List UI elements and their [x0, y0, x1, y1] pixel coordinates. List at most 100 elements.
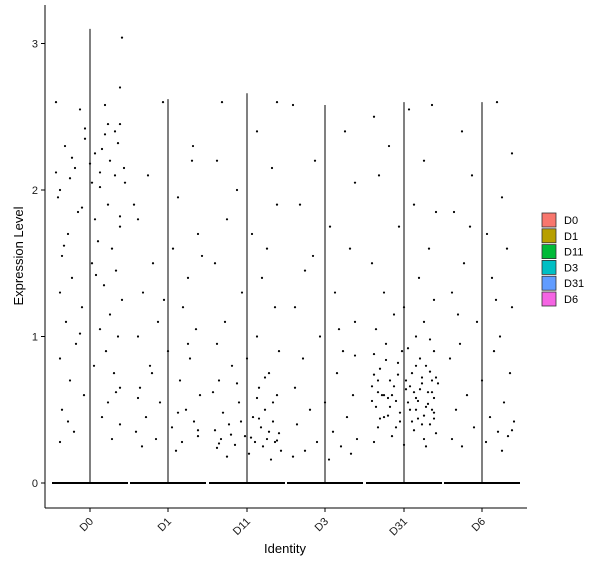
point-D0-29 [58, 291, 62, 294]
point-D6-13 [498, 335, 502, 338]
point-D0-35 [116, 335, 120, 338]
point-D1-10 [181, 306, 185, 309]
point-D11-35 [253, 440, 257, 444]
point-D0-24 [60, 254, 64, 258]
point-D11-33 [265, 437, 269, 441]
point-D6-8 [462, 262, 466, 265]
point-D11-23 [237, 401, 241, 404]
point-D11-18 [230, 364, 234, 367]
point-D11-22 [275, 394, 279, 397]
point-D0-45 [60, 408, 64, 411]
point-D31-20 [384, 342, 388, 345]
point-D0-13 [100, 147, 104, 151]
point-D31-7 [434, 210, 438, 214]
x-ticks: D0 D1 D11 D3 D31 D6 [78, 508, 488, 538]
point-D31-17 [374, 328, 378, 331]
point-D1-24 [170, 426, 174, 429]
point-D1-11 [156, 320, 160, 323]
point-D6-26 [450, 437, 454, 441]
point-D1-28 [180, 440, 184, 444]
point-D11-10 [260, 276, 264, 279]
point-D11-19 [267, 372, 271, 375]
point-D3-0 [291, 103, 295, 107]
point-D31-28 [410, 372, 414, 375]
point-D1-0 [161, 101, 165, 104]
point-D0-31 [80, 306, 84, 309]
point-D31-30 [388, 379, 392, 382]
legend-label-D31: D31 [564, 278, 584, 290]
point-D3-4 [298, 203, 302, 206]
point-D31-9 [427, 247, 431, 250]
point-D31-36 [414, 396, 418, 400]
point-D11-29 [259, 426, 263, 429]
point-D0-23 [110, 247, 114, 250]
x-tick-label-D1: D1 [156, 516, 174, 534]
point-D11-32 [243, 435, 247, 438]
point-D11-48 [267, 430, 271, 433]
point-D6-30 [500, 449, 504, 452]
point-D6-15 [492, 350, 496, 353]
point-D1-1 [191, 144, 195, 148]
point-D31-82 [408, 385, 412, 388]
point-D3-23 [315, 440, 319, 444]
point-D31-57 [406, 401, 410, 404]
point-D3-3 [353, 181, 357, 184]
point-D6-2 [510, 152, 514, 155]
point-D1-25 [134, 430, 138, 433]
point-D11-8 [265, 247, 269, 250]
point-D31-75 [378, 417, 382, 420]
point-D31-41 [432, 411, 436, 414]
point-D1-18 [138, 386, 142, 389]
point-D0-16 [56, 196, 60, 199]
legend-label-D1: D1 [564, 231, 578, 243]
point-D1-12 [194, 328, 198, 331]
point-D6-16 [448, 357, 452, 360]
point-D11-6 [225, 218, 229, 221]
point-D31-23 [372, 352, 376, 356]
legend-key-D11 [541, 244, 557, 260]
point-D31-8 [397, 225, 401, 228]
point-D11-15 [215, 342, 219, 345]
point-D31-59 [382, 415, 386, 419]
point-D1-34 [162, 298, 166, 301]
point-D11-0 [220, 101, 224, 104]
point-D11-44 [275, 101, 279, 104]
legend-label-D11: D11 [564, 247, 583, 259]
point-D31-64 [410, 420, 414, 423]
x-tick-label-D0: D0 [78, 516, 96, 534]
point-D0-53 [54, 101, 58, 104]
point-D31-50 [422, 437, 426, 441]
point-D31-83 [424, 405, 428, 408]
point-D6-29 [460, 445, 464, 448]
point-D6-3 [470, 174, 474, 177]
point-D0-63 [66, 420, 70, 423]
point-D31-74 [428, 370, 432, 373]
point-D31-27 [378, 367, 382, 370]
point-D31-60 [414, 364, 418, 367]
points-D3 [291, 103, 359, 461]
x-tick-label-D3: D3 [313, 516, 331, 534]
point-D11-43 [269, 458, 273, 461]
point-D0-30 [120, 298, 124, 301]
point-D31-71 [436, 382, 440, 385]
point-D0-9 [58, 188, 62, 192]
point-D6-20 [502, 401, 506, 404]
point-D0-62 [114, 391, 118, 394]
point-D6-11 [510, 306, 514, 309]
point-D31-3 [387, 144, 391, 148]
point-D6-24 [472, 426, 476, 429]
point-D11-36 [273, 440, 277, 444]
point-D11-9 [213, 262, 217, 265]
point-D6-4 [500, 196, 504, 199]
point-D6-6 [485, 232, 489, 236]
point-D11-1 [255, 130, 259, 133]
points-D6 [448, 101, 516, 452]
point-D1-3 [176, 196, 180, 199]
point-D0-51 [120, 36, 124, 39]
point-D3-22 [355, 437, 359, 441]
point-D3-9 [293, 306, 297, 309]
point-D31-26 [424, 364, 428, 367]
axes-layer [44, 5, 527, 509]
point-D6-1 [460, 130, 464, 133]
points-D31 [370, 103, 440, 448]
